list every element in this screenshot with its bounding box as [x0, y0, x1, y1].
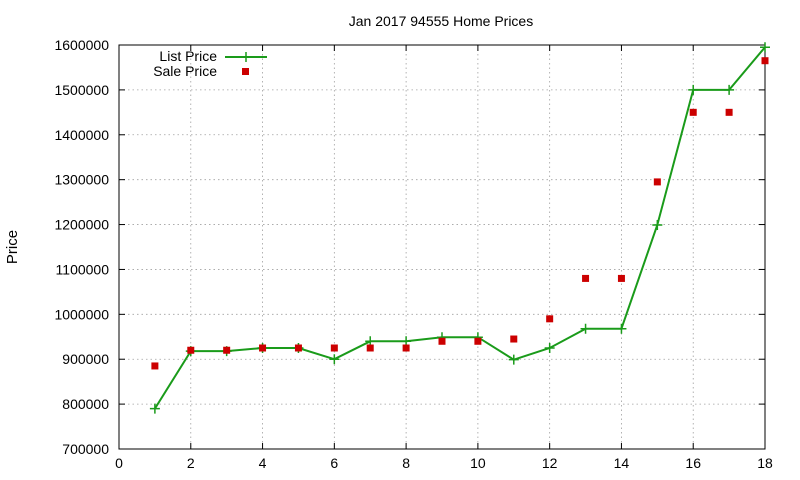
list-price-point: [580, 323, 591, 334]
x-tick-label: 6: [330, 455, 338, 471]
y-tick-label: 800000: [62, 396, 109, 412]
list-price-point: [688, 84, 699, 95]
legend-label-list-price: List Price: [159, 48, 217, 64]
legend-marker-sale-price: [242, 68, 249, 75]
x-tick-label: 0: [115, 455, 123, 471]
grid: [119, 45, 765, 449]
sale-price-point: [474, 337, 482, 345]
list-price-point: [724, 84, 735, 95]
sale-price-point: [689, 108, 697, 116]
sale-price-point: [330, 344, 338, 352]
list-price-point: [544, 343, 555, 353]
legend-marker-list-price: [241, 52, 251, 62]
y-tick-label: 1000000: [54, 306, 109, 322]
plot-frame: [118, 44, 766, 450]
x-tick-label: 14: [614, 455, 630, 471]
x-tick-label: 2: [187, 455, 195, 471]
sale-price-point: [582, 274, 590, 282]
y-axis-label: Price: [4, 230, 21, 264]
y-tick-label: 1400000: [54, 127, 109, 143]
y-tick-label: 1200000: [54, 217, 109, 233]
list-price-point: [149, 403, 160, 414]
x-tick-label: 8: [402, 455, 410, 471]
sale-price-point: [223, 346, 231, 354]
sale-price-point: [617, 274, 625, 282]
sale-price-point: [259, 344, 267, 352]
x-tick-label: 18: [757, 455, 773, 471]
y-tick-label: 700000: [62, 441, 109, 457]
y-tick-label: 1300000: [54, 172, 109, 188]
list-price-line: [154, 46, 766, 410]
y-tick-label: 900000: [62, 351, 109, 367]
series: [149, 42, 770, 414]
list-price-point: [760, 42, 770, 53]
sale-price-point: [761, 57, 769, 65]
axis-ticks: 0 2 4 6 8 10 12 14 16 18 700000 800000 900000 1000000…: [54, 37, 773, 471]
list-price-point: [616, 323, 627, 334]
sale-price-point: [546, 315, 554, 323]
sale-price-point: [438, 337, 446, 345]
y-tick-label: 1500000: [54, 82, 109, 98]
legend: List Price Sale Price: [153, 48, 267, 79]
legend-label-sale-price: Sale Price: [153, 63, 217, 79]
x-tick-label: 4: [259, 455, 267, 471]
sale-price-point: [510, 335, 518, 343]
sale-price-point: [366, 344, 374, 352]
x-tick-label: 12: [542, 455, 558, 471]
list-price-point: [508, 354, 519, 365]
sale-price-point: [725, 108, 733, 116]
chart-title: Jan 2017 94555 Home Prices: [349, 13, 533, 29]
x-tick-label: 10: [470, 455, 486, 471]
sale-price-point: [402, 344, 410, 352]
y-tick-label: 1600000: [54, 37, 109, 53]
sale-price-point: [151, 362, 159, 370]
x-tick-label: 16: [685, 455, 701, 471]
y-tick-label: 1100000: [56, 261, 110, 277]
sale-price-point: [294, 344, 302, 352]
sale-price-point: [653, 178, 661, 186]
sale-price-point: [187, 346, 195, 354]
list-price-point: [329, 354, 340, 365]
list-price-point: [652, 220, 663, 231]
